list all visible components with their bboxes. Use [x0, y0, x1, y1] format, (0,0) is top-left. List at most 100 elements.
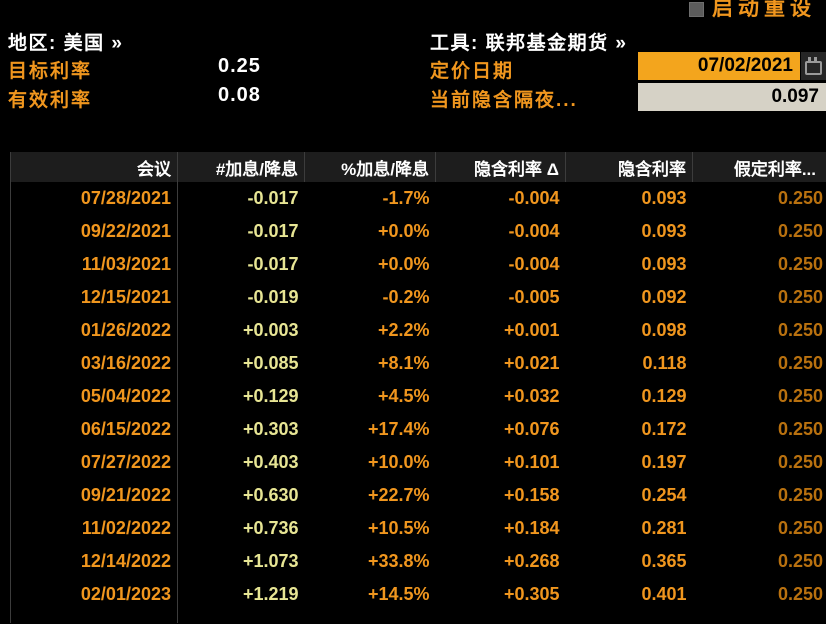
- cell-meeting: 12/14/2022: [10, 545, 178, 578]
- header-assumed-rate: 假定利率...: [692, 152, 826, 182]
- cell-pct-hike-cut: +10.0%: [367, 452, 430, 472]
- table-header-row: 会议 #加息/降息 %加息/降息 隐含利率 Δ 隐含利率 假定利率...: [10, 152, 826, 182]
- pricing-date-input[interactable]: 07/02/2021: [638, 52, 800, 80]
- implied-overnight-label: 当前隐含隔夜...: [430, 90, 578, 111]
- cell-num-hikes-cuts: -0.017: [247, 254, 299, 274]
- reset-label: 启动重设: [712, 0, 816, 20]
- calendar-icon[interactable]: [801, 52, 826, 80]
- cell-assumed-rate: 0.250: [777, 584, 823, 604]
- cell-assumed-rate: 0.250: [777, 551, 823, 571]
- cell-implied-rate-change: +0.101: [503, 452, 560, 472]
- cell-pct-hike-cut: -0.2%: [382, 287, 430, 307]
- cell-assumed-rate: 0.250: [777, 287, 823, 307]
- cell-pct-hike-cut: +17.4%: [367, 419, 430, 439]
- cell-implied-rate: 0.281: [641, 518, 687, 538]
- table-row[interactable]: 06/15/2022 +0.303 +17.4% +0.076 0.172 0.250: [10, 413, 826, 446]
- pricing-date-label: 定价日期: [430, 61, 515, 82]
- cell-implied-rate-change: -0.005: [508, 287, 560, 307]
- cell-implied-rate-change: +0.305: [503, 584, 560, 604]
- cell-assumed-rate: 0.250: [777, 419, 823, 439]
- cell-implied-rate-change: +0.158: [503, 485, 560, 505]
- header-pct-hike-cut: %加息/降息: [304, 152, 436, 182]
- cell-implied-rate-change: +0.032: [503, 386, 560, 406]
- cell-assumed-rate: 0.250: [777, 452, 823, 472]
- cell-assumed-rate: 0.250: [777, 485, 823, 505]
- cell-pct-hike-cut: +4.5%: [377, 386, 430, 406]
- table-row[interactable]: 09/21/2022 +0.630 +22.7% +0.158 0.254 0.250: [10, 479, 826, 512]
- region-dropdown[interactable]: 地区: 美国 »: [8, 33, 124, 54]
- cell-assumed-rate: 0.250: [777, 353, 823, 373]
- cell-implied-rate: 0.365: [641, 551, 687, 571]
- table-row[interactable]: 02/01/2023 +1.219 +14.5% +0.305 0.401 0.250: [10, 578, 826, 611]
- effective-rate-value: 0.08: [218, 84, 261, 106]
- cell-meeting: 09/22/2021: [10, 215, 178, 248]
- cell-meeting: 02/01/2023: [10, 578, 178, 611]
- cell-meeting: 03/16/2022: [10, 347, 178, 380]
- cell-implied-rate: 0.172: [641, 419, 687, 439]
- cell-implied-rate: 0.254: [641, 485, 687, 505]
- cell-implied-rate-change: +0.001: [503, 320, 560, 340]
- cell-meeting: 09/21/2022: [10, 479, 178, 512]
- cell-num-hikes-cuts: +0.129: [242, 386, 299, 406]
- reset-checkbox[interactable]: [689, 2, 704, 17]
- cell-meeting: 12/15/2021: [10, 281, 178, 314]
- target-rate-label: 目标利率: [8, 61, 93, 82]
- target-rate-value: 0.25: [218, 55, 261, 77]
- table-row[interactable]: 07/27/2022 +0.403 +10.0% +0.101 0.197 0.250: [10, 446, 826, 479]
- rate-table: 会议 #加息/降息 %加息/降息 隐含利率 Δ 隐含利率 假定利率... 07/…: [10, 152, 826, 623]
- cell-implied-rate-change: -0.004: [508, 188, 560, 208]
- cell-meeting: 11/02/2022: [10, 512, 178, 545]
- table-row[interactable]: 12/15/2021 -0.019 -0.2% -0.005 0.092 0.250: [10, 281, 826, 314]
- cell-num-hikes-cuts: +0.085: [242, 353, 299, 373]
- table-row[interactable]: 11/03/2021 -0.017 +0.0% -0.004 0.093 0.250: [10, 248, 826, 281]
- cell-num-hikes-cuts: -0.017: [247, 221, 299, 241]
- cell-pct-hike-cut: +2.2%: [377, 320, 430, 340]
- table-row[interactable]: 03/16/2022 +0.085 +8.1% +0.021 0.118 0.250: [10, 347, 826, 380]
- cell-pct-hike-cut: +10.5%: [367, 518, 430, 538]
- cell-pct-hike-cut: +8.1%: [377, 353, 430, 373]
- cell-implied-rate: 0.197: [641, 452, 687, 472]
- cell-pct-hike-cut: +33.8%: [367, 551, 430, 571]
- cell-pct-hike-cut: -1.7%: [382, 188, 430, 208]
- cell-num-hikes-cuts: +0.303: [242, 419, 299, 439]
- cell-pct-hike-cut: +0.0%: [377, 221, 430, 241]
- table-row[interactable]: 09/22/2021 -0.017 +0.0% -0.004 0.093 0.250: [10, 215, 826, 248]
- header-num-hikes-cuts: #加息/降息: [177, 152, 305, 182]
- cell-implied-rate: 0.093: [641, 188, 687, 208]
- table-row[interactable]: 12/14/2022 +1.073 +33.8% +0.268 0.365 0.250: [10, 545, 826, 578]
- cell-implied-rate-change: -0.004: [508, 221, 560, 241]
- cell-implied-rate: 0.401: [641, 584, 687, 604]
- table-row[interactable]: 05/04/2022 +0.129 +4.5% +0.032 0.129 0.250: [10, 380, 826, 413]
- table-row[interactable]: 11/02/2022 +0.736 +10.5% +0.184 0.281 0.250: [10, 512, 826, 545]
- cell-assumed-rate: 0.250: [777, 254, 823, 274]
- cell-pct-hike-cut: +14.5%: [367, 584, 430, 604]
- cell-num-hikes-cuts: +0.403: [242, 452, 299, 472]
- effective-rate-label: 有效利率: [8, 90, 93, 111]
- cell-pct-hike-cut: +0.0%: [377, 254, 430, 274]
- tool-dropdown[interactable]: 工具: 联邦基金期货 »: [430, 33, 628, 54]
- cell-meeting: 05/04/2022: [10, 380, 178, 413]
- table-row[interactable]: 07/28/2021 -0.017 -1.7% -0.004 0.093 0.250: [10, 182, 826, 215]
- cell-implied-rate: 0.093: [641, 254, 687, 274]
- cell-num-hikes-cuts: +1.219: [242, 584, 299, 604]
- cell-meeting: 07/28/2021: [10, 182, 178, 215]
- header-implied-rate: 隐含利率: [565, 152, 693, 182]
- cell-implied-rate: 0.129: [641, 386, 687, 406]
- table-row[interactable]: 01/26/2022 +0.003 +2.2% +0.001 0.098 0.250: [10, 314, 826, 347]
- header-meeting: 会议: [10, 152, 178, 182]
- cell-implied-rate-change: +0.268: [503, 551, 560, 571]
- cell-num-hikes-cuts: +0.630: [242, 485, 299, 505]
- cell-implied-rate-change: +0.021: [503, 353, 560, 373]
- rate-table-body: 07/28/2021 -0.017 -1.7% -0.004 0.093 0.250 09/…: [10, 182, 826, 623]
- cell-meeting: 07/27/2022: [10, 446, 178, 479]
- cell-implied-rate: 0.118: [642, 353, 687, 373]
- cell-assumed-rate: 0.250: [777, 188, 823, 208]
- cell-num-hikes-cuts: +0.736: [242, 518, 299, 538]
- cell-pct-hike-cut: +22.7%: [367, 485, 430, 505]
- implied-overnight-field[interactable]: 0.097: [638, 83, 826, 111]
- cell-assumed-rate: 0.250: [777, 221, 823, 241]
- cell-assumed-rate: 0.250: [777, 518, 823, 538]
- cell-implied-rate: 0.092: [641, 287, 687, 307]
- cell-meeting: 01/26/2022: [10, 314, 178, 347]
